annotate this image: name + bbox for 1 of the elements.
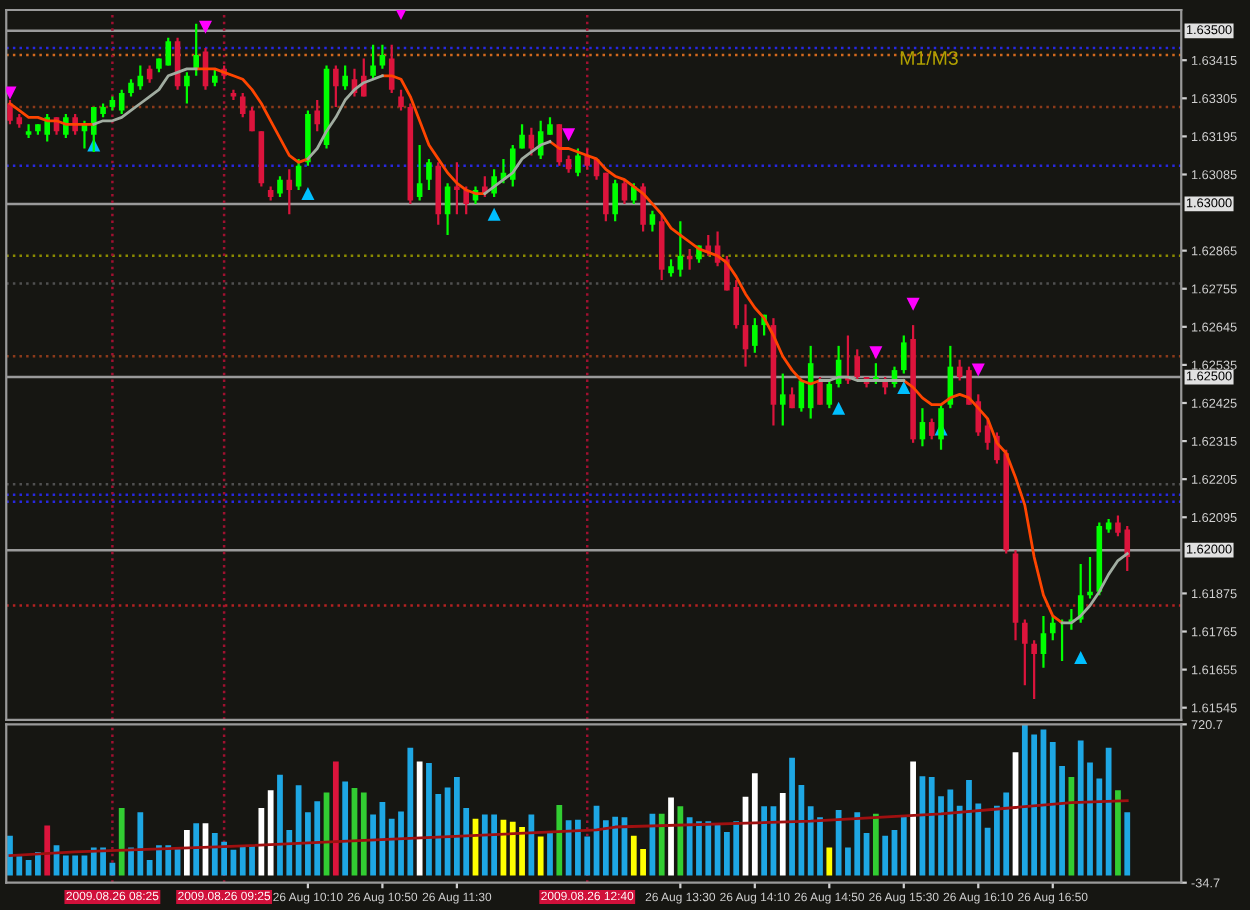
annotation: M1/M3 (900, 50, 958, 65)
